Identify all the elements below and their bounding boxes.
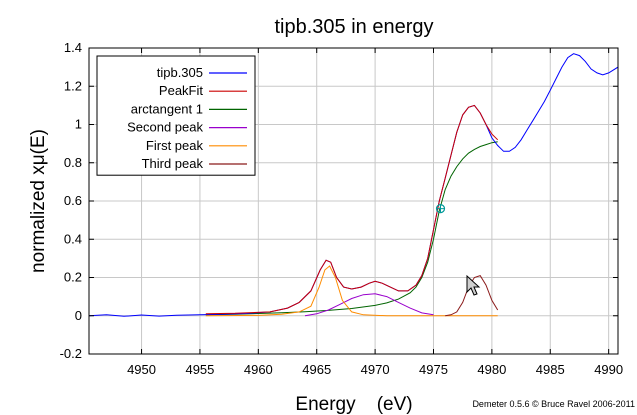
y-tick-label-5: 0.8 (64, 155, 82, 170)
x-tick-label-1: 4955 (185, 362, 214, 377)
y-tick-label-4: 0.6 (64, 193, 82, 208)
series-line-3 (304, 293, 434, 317)
legend-label-4: First peak (146, 138, 204, 153)
legend-label-3: Second peak (127, 120, 203, 135)
chart-title: tipb.305 in energy (274, 16, 433, 38)
y-tick-label-3: 0.4 (64, 231, 82, 246)
legend-label-2: arctangent 1 (131, 101, 203, 116)
mouse-pointer-icon (466, 274, 481, 296)
legend: tipb.305 PeakFit arctangent 1 Second peak Fi… (96, 55, 256, 176)
x-tick-label-2: 4960 (244, 362, 273, 377)
y-tick-label-6: 1 (75, 117, 82, 132)
x-tick-label-5: 4975 (419, 362, 448, 377)
x-tick-label-3: 4965 (302, 362, 331, 377)
x-tick-label-4: 4970 (361, 362, 390, 377)
x-tick-label-0: 4950 (127, 362, 156, 377)
crosshair-marker (435, 204, 446, 214)
x-tick-label-7: 4985 (536, 362, 565, 377)
credit-text: Demeter 0.5.6 © Bruce Ravel 2006-2011 (472, 399, 635, 409)
series-line-2 (205, 141, 498, 316)
y-axis-title: normalized xμ(E) (28, 129, 49, 273)
legend-label-0: tipb.305 (157, 65, 203, 80)
y-axis-ticks: -0.2 0 0.2 0.4 0.6 0.8 1 1.2 1.4 (60, 40, 618, 361)
y-tick-label-2: 0.2 (64, 270, 82, 285)
legend-label-1: PeakFit (159, 83, 203, 98)
legend-box (96, 55, 256, 176)
x-tick-label-6: 4980 (477, 362, 506, 377)
series-line-1 (205, 104, 499, 315)
x-axis-ticks: 4950 4955 4960 4965 4970 4975 4980 4985 4990 (127, 48, 623, 377)
y-tick-label-1: 0 (75, 308, 82, 323)
series-line-4 (205, 265, 498, 317)
x-tick-label-8: 4990 (594, 362, 623, 377)
x-axis-title: Energy (eV) (295, 394, 412, 415)
y-tick-label-0: -0.2 (60, 346, 82, 361)
y-tick-label-8: 1.4 (64, 40, 82, 55)
y-tick-label-7: 1.2 (64, 78, 82, 93)
legend-label-5: Third peak (142, 156, 204, 171)
